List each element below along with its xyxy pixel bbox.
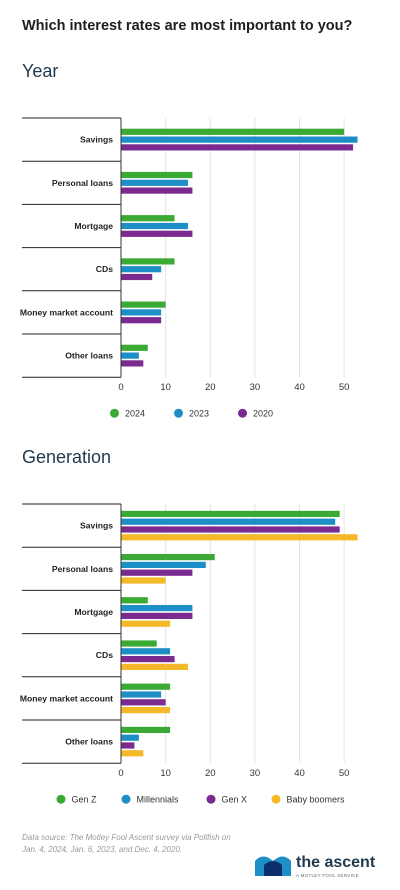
x-tick-label: 40 <box>294 768 305 779</box>
category-label-mortgage: Mortgage <box>74 221 113 231</box>
legend-marker-2020 <box>238 408 247 418</box>
category-label-cds: CDs <box>96 650 113 660</box>
year-bar-chart: 0 10 20 30 40 50 Savings Personal loans Mortgage… <box>20 117 358 419</box>
legend-label-2024: 2024 <box>125 409 145 419</box>
bar-money-market-account-2020 <box>121 317 162 324</box>
legend-marker-baby-boomers <box>271 794 281 804</box>
bar-savings-millennials <box>121 518 336 525</box>
x-tick-label: 40 <box>294 382 305 393</box>
bar-savings-baby-boomers <box>121 534 358 541</box>
category-label-personal-loans: Personal loans <box>52 178 113 188</box>
category-label-other-loans: Other loans <box>65 351 113 361</box>
bar-other-loans-gen-z <box>121 726 171 733</box>
bar-savings-gen-x <box>121 526 340 533</box>
bar-other-loans-millennials <box>121 734 139 741</box>
bar-personal-loans-gen-x <box>121 569 193 576</box>
bar-personal-loans-millennials <box>121 561 206 568</box>
x-tick-label: 50 <box>339 382 350 393</box>
category-label-money-market-account: Money market account <box>20 307 113 317</box>
x-tick-label: 10 <box>160 382 171 393</box>
bar-cds-gen-x <box>121 656 175 663</box>
bar-personal-loans-2024 <box>121 171 193 179</box>
bar-money-market-account-gen-x <box>121 699 166 706</box>
bar-mortgage-2020 <box>121 230 193 237</box>
bar-savings-2024 <box>121 128 345 135</box>
data-source-note: Data source: The Motley Fool Ascent surv… <box>22 833 231 854</box>
bar-money-market-account-2023 <box>121 309 162 316</box>
x-tick-label: 0 <box>118 382 123 393</box>
generation-bar-chart: 0 10 20 30 40 50 Savings Personal loans Mortgage… <box>20 503 358 805</box>
x-tick-label: 50 <box>339 768 350 779</box>
chart-main-title: Which interest rates are most important … <box>22 18 353 34</box>
bar-personal-loans-baby-boomers <box>121 577 166 584</box>
x-tick-label: 30 <box>250 382 261 393</box>
category-label-savings: Savings <box>80 135 113 145</box>
bar-other-loans-2023 <box>121 352 139 359</box>
generation-chart-title: Generation <box>22 447 112 467</box>
legend-marker-gen-x <box>206 794 216 804</box>
legend-marker-millennials <box>121 794 131 804</box>
legend-label-2020: 2020 <box>253 409 273 419</box>
legend-label-gen-z: Gen Z <box>72 795 98 805</box>
legend-marker-2024 <box>110 408 119 418</box>
bar-money-market-account-gen-z <box>121 683 171 690</box>
legend-label-millennials: Millennials <box>137 795 180 805</box>
legend-label-2023: 2023 <box>189 409 209 419</box>
category-label-other-loans: Other loans <box>65 737 113 747</box>
bar-money-market-account-baby-boomers <box>121 707 171 714</box>
bar-cds-2024 <box>121 258 175 265</box>
bar-mortgage-gen-z <box>121 597 148 604</box>
bar-personal-loans-2023 <box>121 179 188 186</box>
year-chart-title: Year <box>22 61 59 81</box>
bar-cds-millennials <box>121 648 171 655</box>
bar-other-loans-2020 <box>121 360 144 367</box>
x-tick-label: 30 <box>250 768 261 779</box>
legend-marker-2023 <box>174 408 183 418</box>
bar-cds-2020 <box>121 273 153 281</box>
bar-savings-2023 <box>121 136 358 143</box>
category-label-personal-loans: Personal loans <box>52 564 113 574</box>
x-tick-label: 20 <box>205 382 216 393</box>
bar-other-loans-gen-x <box>121 742 135 749</box>
bar-mortgage-baby-boomers <box>121 620 171 627</box>
legend-label-baby-boomers: Baby boomers <box>287 795 346 805</box>
category-label-cds: CDs <box>96 264 113 274</box>
x-tick-label: 0 <box>118 768 123 779</box>
bar-money-market-account-2024 <box>121 301 166 308</box>
the-ascent-logo-text: the ascent <box>296 854 376 871</box>
bar-other-loans-2024 <box>121 344 148 351</box>
bar-savings-2020 <box>121 144 354 151</box>
bar-money-market-account-millennials <box>121 691 162 698</box>
bar-other-loans-baby-boomers <box>121 750 144 757</box>
bar-cds-2023 <box>121 266 162 273</box>
bar-personal-loans-2020 <box>121 187 193 194</box>
bar-personal-loans-gen-z <box>121 554 215 561</box>
bar-mortgage-2023 <box>121 222 188 230</box>
category-label-savings: Savings <box>80 521 113 531</box>
legend-marker-gen-z <box>56 794 66 804</box>
bar-savings-gen-z <box>121 510 340 517</box>
the-ascent-logo: the ascent A MOTLEY FOOL SERVICE <box>254 851 384 883</box>
bar-mortgage-millennials <box>121 605 193 612</box>
legend-label-gen-x: Gen X <box>222 795 248 805</box>
category-label-mortgage: Mortgage <box>74 607 113 617</box>
the-ascent-logo-icon <box>255 856 291 876</box>
bar-cds-baby-boomers <box>121 663 188 670</box>
x-tick-label: 10 <box>160 768 171 779</box>
bar-mortgage-2024 <box>121 215 175 222</box>
bar-mortgage-gen-x <box>121 612 193 619</box>
category-label-money-market-account: Money market account <box>20 693 113 703</box>
the-ascent-logo-subtext: A MOTLEY FOOL SERVICE <box>296 873 359 878</box>
bar-cds-gen-z <box>121 640 157 647</box>
x-tick-label: 20 <box>205 768 216 779</box>
